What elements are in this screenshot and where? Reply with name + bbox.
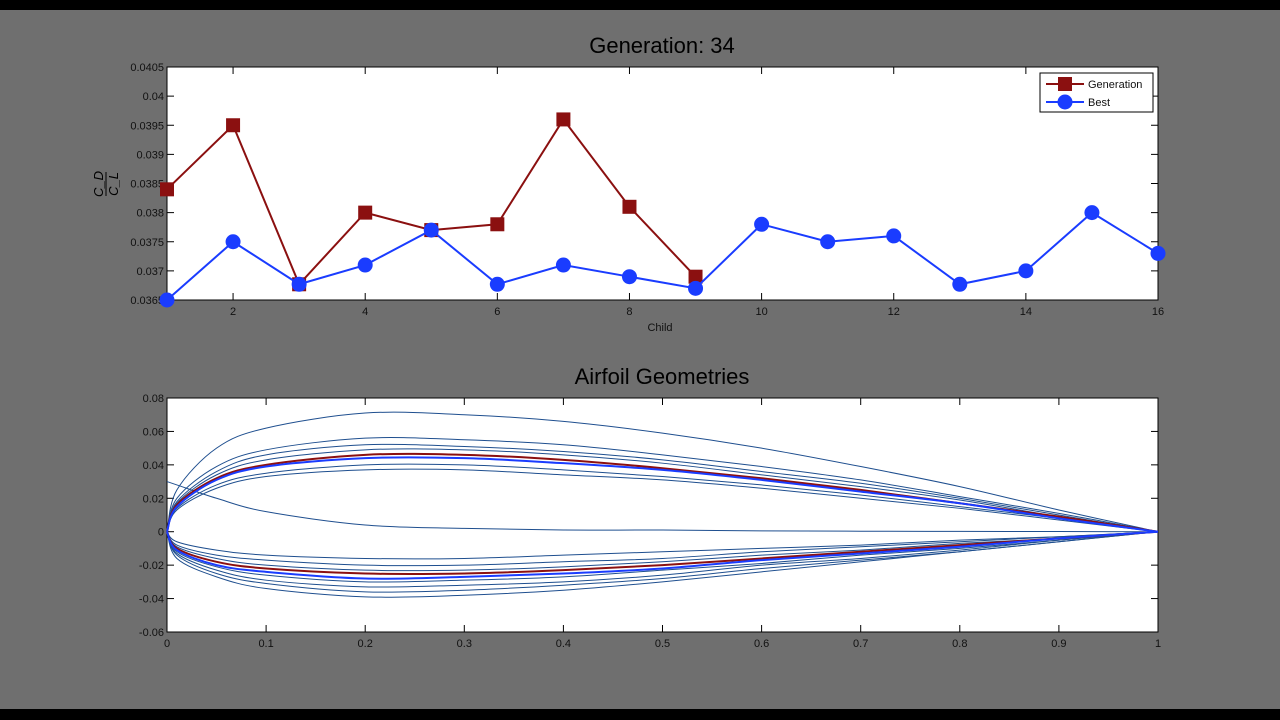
best-point xyxy=(555,257,571,273)
airfoil-lower-surface xyxy=(166,531,1159,572)
best-point xyxy=(357,257,373,273)
x-axis-label: Child xyxy=(647,322,672,334)
legend-label: Generation xyxy=(1088,79,1142,91)
generation-point xyxy=(358,205,373,220)
best-point xyxy=(291,276,307,292)
best-point xyxy=(1150,245,1166,261)
y-label-numerator: C_D xyxy=(91,171,106,197)
y-tick-label: 0.0365 xyxy=(130,295,164,307)
x-tick-label: 2 xyxy=(230,306,236,318)
generation-point xyxy=(490,217,505,232)
best-point xyxy=(688,280,704,296)
x-tick-label: 0.4 xyxy=(556,638,571,650)
y-tick-label: 0.04 xyxy=(143,460,164,472)
airfoil-upper-surface xyxy=(166,463,1159,533)
airfoil-upper-surface xyxy=(166,437,1159,533)
legend-label: Best xyxy=(1088,97,1110,109)
airfoil-upper-surface xyxy=(166,448,1159,533)
legend: Generation Best xyxy=(1039,72,1154,113)
x-tick-label: 0.1 xyxy=(258,638,273,650)
y-tick-label: -0.06 xyxy=(139,627,164,639)
best-point xyxy=(1084,205,1100,221)
x-tick-label: 0.9 xyxy=(1051,638,1066,650)
best-point xyxy=(754,216,770,232)
generation-point xyxy=(622,199,637,214)
generation-point xyxy=(688,269,703,284)
best-point xyxy=(423,222,439,238)
y-tick-label: 0.06 xyxy=(143,426,164,438)
series-line-best xyxy=(166,211,1159,301)
x-tick-label: 1 xyxy=(1155,638,1161,650)
x-tick-label: 0.5 xyxy=(655,638,670,650)
x-tick-label: 0 xyxy=(164,638,170,650)
generation-point xyxy=(160,182,174,197)
best-point xyxy=(1018,263,1034,279)
airfoil-upper-surface xyxy=(166,456,1159,533)
y-axis-label: C_D C_L xyxy=(91,171,121,197)
best-point xyxy=(886,228,902,244)
top-black-bar xyxy=(0,0,1280,10)
best-point xyxy=(159,292,175,308)
airfoil-lower-surface xyxy=(166,530,1159,576)
best-point xyxy=(489,276,505,292)
airfoil-lower-surface xyxy=(166,531,1159,583)
airfoil-lower-surface xyxy=(166,531,1159,567)
best-point xyxy=(820,234,836,250)
legend-square-marker xyxy=(1058,77,1072,91)
airfoil-lower-surface xyxy=(166,531,1159,588)
x-tick-label: 0.3 xyxy=(457,638,472,650)
y-tick-label: 0.08 xyxy=(143,393,164,405)
airfoil-lower-surface xyxy=(166,531,1159,598)
airfoil-upper-surface xyxy=(166,481,1159,533)
bottom-black-bar xyxy=(0,709,1280,720)
x-tick-label: 10 xyxy=(755,306,767,318)
chart-title-bottom: Airfoil Geometries xyxy=(575,364,750,389)
y-tick-label: 0.037 xyxy=(136,266,164,278)
x-tick-label: 6 xyxy=(494,306,500,318)
x-tick-label: 0.2 xyxy=(358,638,373,650)
plot-area xyxy=(166,397,1159,633)
y-tick-label: 0.0375 xyxy=(130,237,164,249)
x-tick-label: 12 xyxy=(888,306,900,318)
y-tick-label: 0.038 xyxy=(136,208,164,220)
best-point xyxy=(952,276,968,292)
y-tick-label: -0.04 xyxy=(139,594,164,606)
generation-point xyxy=(226,118,241,133)
top-chart: 2 4 6 8 10 12 14 16 0.0365 0.037 0.0375 0.038 0.0385… xyxy=(130,62,1166,318)
x-tick-label: 8 xyxy=(626,306,632,318)
y-tick-label: 0.04 xyxy=(143,91,164,103)
airfoil-lower-surface xyxy=(166,530,1159,580)
y-label-denominator: C_L xyxy=(106,172,121,196)
generation-point xyxy=(556,112,571,127)
y-tick-label: 0.0395 xyxy=(130,120,164,132)
legend-circle-marker xyxy=(1057,94,1073,110)
y-tick-label: 0 xyxy=(158,527,164,539)
x-tick-label: 4 xyxy=(362,306,368,318)
airfoil-upper-surface xyxy=(166,411,1159,533)
bottom-chart: 0 0.1 0.2 0.3 0.4 0.5 0.6 0.7 0.8 0.9 1 -0.06 -0.04 -… xyxy=(139,393,1161,650)
x-tick-label: 16 xyxy=(1152,306,1164,318)
y-tick-label: 0.0405 xyxy=(130,62,164,74)
best-point xyxy=(225,234,241,250)
x-tick-label: 0.7 xyxy=(853,638,868,650)
chart-title-top: Generation: 34 xyxy=(589,33,735,58)
x-tick-label: 0.6 xyxy=(754,638,769,650)
y-tick-label: 0.02 xyxy=(143,493,164,505)
best-point xyxy=(621,269,637,285)
airfoil-upper-surface xyxy=(166,443,1159,533)
y-tick-label: 0.0385 xyxy=(130,179,164,191)
y-tick-label: -0.02 xyxy=(139,560,164,572)
airfoil-lower-surface xyxy=(166,531,1159,560)
y-tick-label: 0.039 xyxy=(136,149,164,161)
x-tick-label: 14 xyxy=(1020,306,1032,318)
x-tick-label: 0.8 xyxy=(952,638,967,650)
airfoil-upper-surface xyxy=(166,468,1159,533)
